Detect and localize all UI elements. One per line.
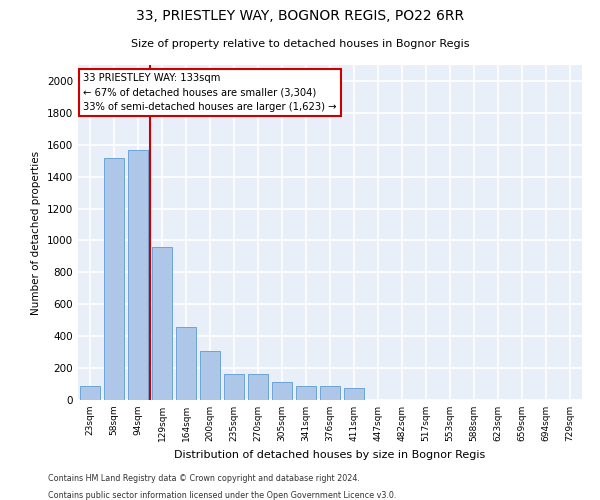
Bar [176,326,196,400]
Text: Contains public sector information licensed under the Open Government Licence v3: Contains public sector information licen… [48,491,397,500]
Bar [344,388,364,400]
Bar [80,386,100,400]
Bar [320,386,340,400]
Text: Contains HM Land Registry data © Crown copyright and database right 2024.: Contains HM Land Registry data © Crown c… [48,474,360,483]
Bar [128,150,148,400]
Bar [224,374,244,400]
X-axis label: Distribution of detached houses by size in Bognor Regis: Distribution of detached houses by size … [175,450,485,460]
Y-axis label: Number of detached properties: Number of detached properties [31,150,41,314]
Bar [272,382,292,400]
Text: 33 PRIESTLEY WAY: 133sqm
← 67% of detached houses are smaller (3,304)
33% of sem: 33 PRIESTLEY WAY: 133sqm ← 67% of detach… [83,74,337,112]
Bar [296,386,316,400]
Bar [248,374,268,400]
Text: Size of property relative to detached houses in Bognor Regis: Size of property relative to detached ho… [131,39,469,49]
Bar [200,350,220,400]
Bar [152,247,172,400]
Bar [104,158,124,400]
Text: 33, PRIESTLEY WAY, BOGNOR REGIS, PO22 6RR: 33, PRIESTLEY WAY, BOGNOR REGIS, PO22 6R… [136,9,464,23]
